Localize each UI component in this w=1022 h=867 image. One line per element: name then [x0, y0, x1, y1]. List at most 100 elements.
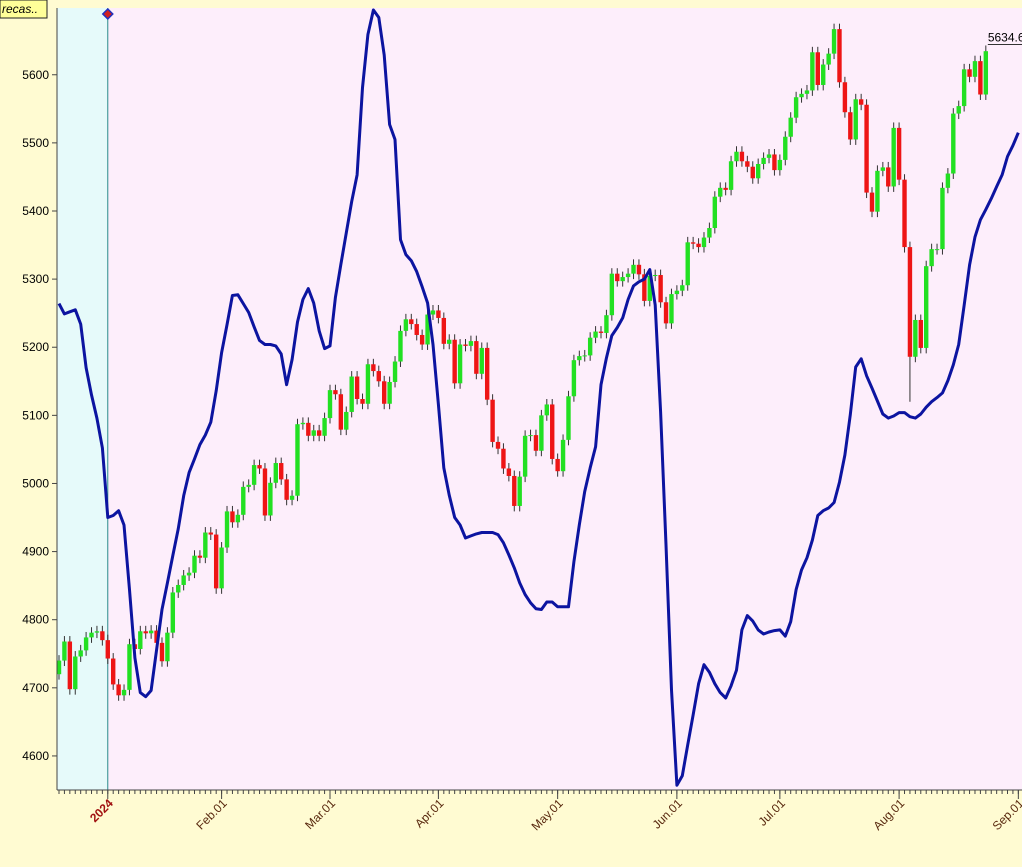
candle-body: [853, 99, 858, 140]
candle-body: [723, 187, 728, 190]
candle-body: [512, 475, 517, 506]
candle-body: [463, 344, 468, 346]
candle-body: [972, 61, 978, 77]
candle-body: [246, 484, 251, 487]
candle-body: [224, 511, 230, 548]
candle-body: [728, 161, 734, 190]
candle-body: [696, 243, 701, 248]
candle-body: [436, 310, 441, 318]
candle-body: [208, 532, 213, 535]
candle-body: [571, 360, 577, 397]
candle-body: [360, 399, 365, 404]
plot-layer: [56, 8, 1020, 790]
candle-body: [718, 187, 723, 197]
candle-body: [793, 97, 799, 118]
candle-body: [176, 584, 181, 593]
candle-body: [94, 631, 100, 633]
candle-body: [279, 463, 284, 480]
candle-body: [842, 82, 848, 113]
candle-body: [983, 51, 989, 95]
candle-body: [268, 482, 273, 516]
candle-body: [490, 399, 495, 442]
candle-body: [886, 167, 891, 187]
candle-body: [192, 555, 197, 573]
candle-body: [642, 274, 647, 301]
candle-body: [430, 310, 436, 315]
candle-body: [593, 331, 598, 338]
candle-body: [333, 390, 338, 395]
candle-body: [295, 424, 300, 496]
candle-body: [864, 104, 869, 193]
candle-body: [382, 381, 387, 404]
candle-body: [203, 532, 208, 558]
y-tick-label: 5500: [22, 136, 49, 150]
candle-body: [875, 170, 880, 212]
candle-body: [354, 376, 360, 399]
candle-body: [257, 465, 262, 469]
candle-body: [414, 324, 419, 335]
candle-body: [143, 631, 148, 634]
y-tick-label: 5400: [22, 204, 49, 218]
label-box: [0, 0, 48, 19]
last-value-label: 5634.6: [988, 30, 1022, 44]
candle-body: [669, 294, 674, 324]
candle-body: [89, 632, 94, 638]
candle-body: [848, 112, 853, 140]
candle-body: [745, 161, 750, 167]
candle-body: [322, 418, 327, 436]
candle-body: [165, 632, 170, 662]
candle-body: [620, 277, 625, 282]
candle-body: [799, 93, 804, 98]
candle-body: [338, 394, 344, 430]
candle-body: [961, 69, 967, 107]
candle-body: [967, 69, 972, 77]
candle-body: [403, 319, 409, 331]
candle-body: [111, 658, 116, 685]
y-tick-label: 4800: [22, 613, 49, 627]
candle-body: [116, 684, 121, 696]
marker: [101, 7, 114, 21]
candle-body: [474, 341, 479, 374]
prior-year-region: [57, 8, 108, 790]
candle-body: [306, 422, 311, 436]
candle-body: [127, 644, 132, 690]
candle-body: [517, 476, 522, 506]
candle-body: [826, 53, 831, 65]
candle-body: [349, 376, 354, 412]
candle-body: [284, 479, 289, 500]
candle-body: [609, 273, 615, 316]
candle-body: [533, 435, 539, 451]
candle-body: [907, 247, 913, 357]
candle-body: [154, 630, 159, 643]
candle-body: [587, 337, 593, 356]
candle-body: [810, 52, 815, 91]
candle-body: [479, 347, 484, 374]
candle-body: [869, 192, 875, 212]
candle-body: [100, 631, 105, 641]
candle-body: [105, 640, 110, 659]
candle-body: [371, 364, 376, 372]
candle-body: [441, 317, 447, 344]
candle-body: [674, 290, 680, 295]
candle-body: [262, 468, 268, 516]
candle-body: [821, 64, 826, 85]
candle-body: [755, 163, 761, 179]
candle-body: [148, 630, 154, 634]
candle-body: [457, 344, 463, 384]
candle-body: [121, 689, 127, 696]
candle-body: [956, 106, 961, 114]
candle-body: [219, 547, 224, 589]
candle-body: [506, 468, 512, 476]
candle-body: [197, 555, 203, 558]
candle-body: [788, 117, 793, 137]
candle-body: [858, 99, 864, 105]
candle-body: [392, 361, 398, 382]
candle-body: [615, 273, 620, 282]
candle-body: [685, 242, 690, 286]
candle-body: [940, 187, 945, 250]
candle-body: [387, 381, 392, 404]
candle-body: [452, 339, 457, 384]
candle-body: [766, 154, 772, 158]
candle-body: [78, 650, 83, 657]
candle-body: [241, 486, 246, 515]
